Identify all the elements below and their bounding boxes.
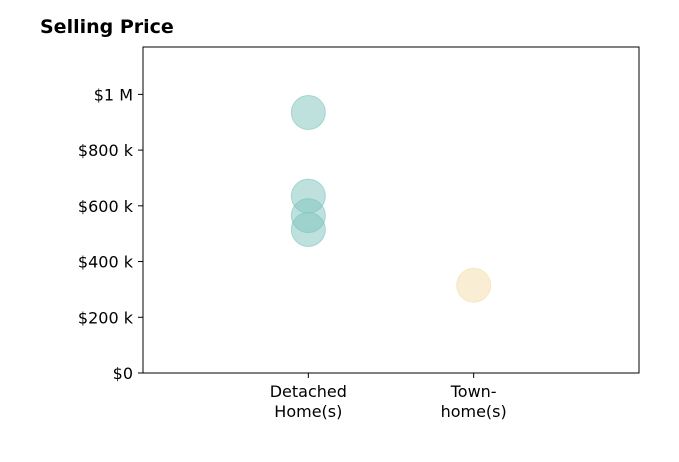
plot-frame [142,46,640,374]
data-point [290,94,326,130]
chart-title: Selling Price [40,16,174,38]
data-point [456,267,492,303]
y-tick-label: $800 k [78,141,134,160]
data-points [290,94,492,303]
y-tick-label: $1 M [94,85,133,104]
y-tick-label: $400 k [78,253,134,272]
x-tick-label: Town- [450,382,497,401]
x-tick-label: Home(s) [274,402,342,421]
data-point [290,212,326,248]
x-tick-label: Detached [270,382,347,401]
y-tick-label: $0 [113,364,133,383]
x-tick-label: home(s) [441,402,507,421]
y-axis: $0 $200 k $400 k $600 k $800 k $1 M [78,85,143,383]
y-tick-label: $600 k [78,197,134,216]
y-tick-label: $200 k [78,308,134,327]
